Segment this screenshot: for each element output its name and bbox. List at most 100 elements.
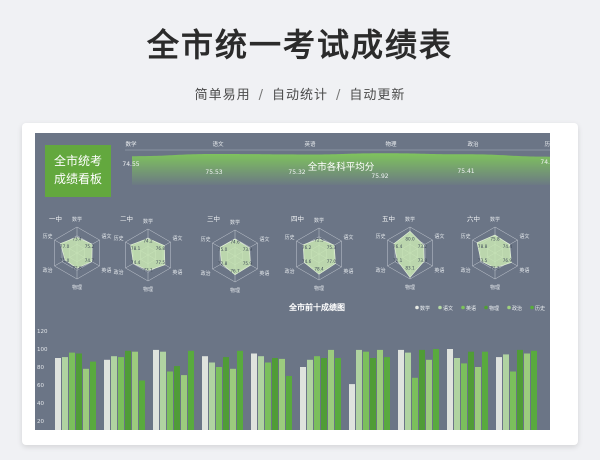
score-bar	[370, 358, 376, 430]
score-bar	[531, 350, 537, 430]
score-bar	[118, 357, 124, 430]
radar-axis-label: 物理	[490, 284, 500, 291]
score-bar	[496, 357, 502, 430]
bar-chart-title: 全市前十成绩图	[288, 302, 345, 312]
radar-score-shape	[60, 236, 93, 269]
bar-y-tick-label: 100	[37, 347, 48, 353]
radar-axis-label: 历史	[461, 233, 471, 240]
radar-value-label: 72.8	[218, 261, 228, 266]
score-bar	[405, 352, 411, 430]
radar-value-label: 80.0	[405, 237, 415, 242]
score-bar	[251, 353, 257, 430]
page-title: 全市统一考试成绩表	[146, 26, 453, 64]
dashboard-sheet: 数学语文英语物理政治历史全市各科平均分74.5575.5375.3275.927…	[35, 133, 550, 430]
radar-axis-label: 语文	[343, 234, 353, 241]
bar-legend-label: 数学	[420, 305, 430, 312]
radar-axis-label: 英语	[259, 270, 269, 277]
bar-y-tick-label: 40	[37, 401, 44, 407]
bar-y-tick-label: 60	[37, 383, 44, 389]
score-bar	[223, 357, 229, 430]
score-bar	[216, 367, 222, 430]
tag-auto-update: 自动更新	[349, 88, 406, 103]
bar-legend-swatch	[415, 305, 419, 310]
radar-value-label: 72.1	[393, 258, 403, 263]
radar-value-label: 73.9	[243, 247, 253, 252]
score-bar	[230, 368, 236, 430]
average-value-label: 74.55	[122, 161, 139, 168]
bar-legend-swatch	[530, 305, 534, 310]
dashboard-badge: 全市统考 成绩看板	[45, 145, 111, 197]
score-bar	[76, 353, 82, 430]
score-bar	[132, 351, 138, 430]
radar-axis-label: 数学	[314, 217, 324, 224]
radar-value-label: 74.4	[131, 260, 141, 265]
radar-value-label: 77.5	[156, 260, 166, 265]
radar-value-label: 76.2	[302, 245, 312, 250]
score-bar	[55, 358, 61, 430]
score-bar	[104, 359, 110, 430]
radar-axis-label: 英语	[172, 269, 182, 276]
radar-axis-label: 数学	[490, 216, 500, 223]
radar-axis-label: 历史	[285, 234, 295, 241]
radar-axis-label: 语文	[172, 235, 182, 242]
radar-axis-label: 物理	[405, 284, 415, 291]
badge-line-1: 全市统考	[53, 154, 102, 168]
radar-score-shape	[476, 234, 512, 269]
tag-separator: /	[336, 88, 342, 103]
subject-header-label: 数学	[125, 140, 137, 148]
radar-score-shape	[302, 238, 336, 275]
radar-axis-label: 历史	[376, 233, 386, 240]
radar-school-name: 六中	[467, 214, 480, 223]
radar-axis-label: 政治	[43, 267, 53, 274]
average-chart-title: 全市各科平均分	[308, 161, 375, 173]
bar-legend-swatch	[438, 305, 442, 310]
subject-header-label: 物理	[385, 140, 397, 148]
score-bar	[174, 366, 180, 430]
radar-axis-label: 语文	[101, 233, 111, 240]
score-bar	[461, 363, 467, 430]
radar-axis-label: 英语	[434, 267, 444, 274]
radar-axis-label: 英语	[343, 268, 353, 275]
tag-easy: 简单易用	[194, 88, 251, 103]
average-value-label: 75.32	[288, 169, 305, 176]
score-bar	[188, 350, 194, 430]
radar-school-name: 五中	[382, 214, 395, 223]
score-bar	[447, 349, 453, 430]
radar-axis-label: 政治	[201, 270, 211, 277]
score-bar	[321, 358, 327, 430]
radar-score-shape	[393, 230, 425, 278]
radar-axis-label: 数学	[72, 216, 82, 223]
radar-value-label: 75.2	[85, 244, 95, 249]
radar-value-label: 75.9	[243, 261, 253, 266]
score-bar	[328, 349, 334, 430]
radar-value-label: 77.0	[327, 259, 337, 264]
score-bar	[517, 349, 523, 430]
score-bar	[356, 349, 362, 430]
score-bar	[349, 384, 355, 430]
score-bar	[160, 351, 166, 430]
radar-value-label: 75.3	[327, 245, 337, 250]
radar-axis-label: 数学	[230, 219, 240, 226]
radar-value-label: 78.4	[314, 266, 324, 271]
average-score-area	[132, 153, 550, 185]
radar-value-label: 73.4	[72, 237, 82, 242]
bar-legend-label: 历史	[535, 305, 545, 312]
subject-header-label: 语文	[212, 140, 224, 148]
bar-legend-label: 英语	[466, 305, 476, 312]
score-bar	[237, 350, 243, 430]
score-bar	[524, 353, 530, 430]
score-bar	[125, 350, 131, 430]
bar-y-tick-label: 80	[37, 365, 44, 371]
radar-value-label: 74.2	[143, 239, 153, 244]
subject-header-label: 历史	[544, 140, 550, 148]
radar-axis-label: 政治	[376, 267, 386, 274]
radar-school-name: 二中	[120, 214, 133, 223]
score-bar	[384, 357, 390, 430]
average-value-label: 75.41	[457, 168, 474, 175]
radar-axis-label: 数学	[143, 218, 153, 225]
score-bar	[167, 371, 173, 430]
radar-axis-label: 语文	[519, 233, 529, 240]
radar-axis-label: 语文	[259, 236, 269, 243]
radar-value-label: 76.9	[503, 258, 513, 263]
radar-axis-label: 物理	[314, 285, 324, 292]
